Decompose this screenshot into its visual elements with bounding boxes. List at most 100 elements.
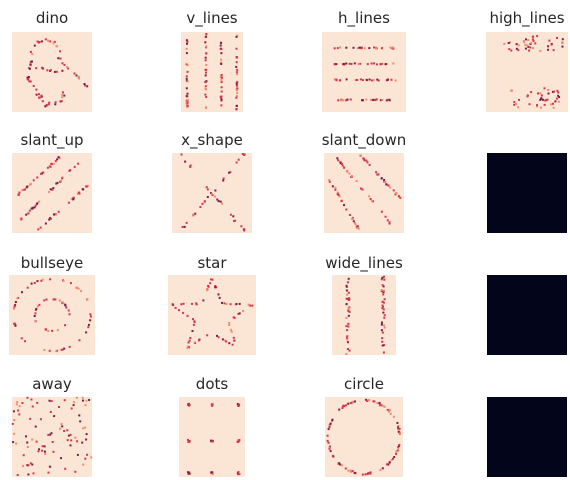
density-cell: [532, 35, 535, 38]
density-cell: [225, 340, 228, 343]
density-cell: [532, 40, 535, 43]
density-cell: [49, 217, 52, 220]
density-cell: [203, 201, 206, 204]
density-cell: [247, 303, 250, 306]
density-cell: [186, 92, 189, 95]
density-cell: [72, 197, 75, 200]
density-cell: [49, 188, 52, 191]
density-cell: [552, 102, 554, 105]
density-cell: [21, 291, 23, 294]
density-cell: [219, 200, 222, 203]
density-cell: [383, 316, 386, 319]
density-cell: [380, 329, 383, 332]
density-cell: [86, 453, 89, 456]
density-cell: [73, 401, 76, 404]
density-cell: [41, 449, 44, 452]
density-cell: [367, 472, 370, 475]
density-cell: [220, 96, 222, 99]
density-cell: [345, 46, 348, 49]
density-cell: [27, 473, 30, 476]
density-cell: [236, 87, 239, 90]
density-cell: [233, 220, 236, 222]
density-cell: [354, 222, 356, 225]
density-cell: [387, 184, 390, 187]
density-cell: [221, 338, 224, 341]
density-cell: [515, 43, 518, 46]
density-cell: [346, 329, 349, 332]
density-cell: [201, 202, 204, 205]
density-cell: [347, 299, 350, 301]
density-cell: [377, 173, 380, 176]
density-cell: [503, 42, 506, 45]
density-cell: [345, 286, 348, 288]
density-cell: [186, 106, 189, 109]
density-cell: [346, 98, 349, 101]
density-cell: [53, 213, 56, 216]
density-cell: [13, 305, 16, 308]
density-cell: [38, 96, 40, 99]
density-cell: [53, 70, 56, 73]
density-cell: [236, 34, 239, 37]
density-cell: [232, 215, 235, 218]
density-cell: [18, 413, 21, 416]
density-cell: [66, 66, 69, 69]
density-cell: [76, 440, 79, 443]
density-cell: [369, 472, 372, 475]
density-cell: [328, 179, 331, 182]
density-cell: [383, 63, 386, 66]
density-cell: [205, 68, 208, 71]
density-cell: [537, 92, 539, 95]
density-cell: [235, 84, 238, 87]
density-cell: [369, 198, 372, 200]
density-cell: [192, 318, 194, 321]
density-cell: [15, 403, 18, 406]
density-cell: [528, 49, 531, 52]
empty-panel: [487, 397, 567, 477]
panel-high_lines: high_lines: [486, 9, 568, 112]
density-cell: [353, 62, 356, 65]
density-cell: [35, 88, 38, 91]
density-cell: [352, 400, 355, 403]
density-cell: [243, 229, 246, 232]
density-cell: [76, 453, 79, 456]
density-cell: [383, 275, 385, 278]
density-cell: [67, 309, 70, 312]
density-cell: [205, 186, 208, 189]
density-cell: [36, 176, 39, 179]
density-cell: [43, 299, 46, 302]
density-cell: [241, 153, 244, 155]
density-cell: [229, 171, 232, 174]
density-cell: [36, 280, 39, 283]
density-cell: [61, 96, 64, 99]
density-cell: [85, 185, 88, 188]
density-cell: [14, 324, 17, 327]
density-cell: [513, 103, 516, 106]
density-cell: [348, 310, 351, 313]
density-cell: [204, 56, 207, 59]
density-cell: [381, 331, 384, 334]
density-cell: [35, 202, 38, 205]
density-cell: [205, 80, 208, 83]
density-cell: [396, 449, 399, 452]
density-cell: [27, 76, 30, 78]
density-cell: [60, 457, 62, 460]
density-cell: [547, 92, 550, 95]
density-cell: [74, 470, 77, 473]
density-cell: [237, 158, 240, 161]
density-cell: [189, 337, 192, 339]
density-cell: [185, 221, 188, 224]
density-cell: [220, 76, 223, 79]
density-cell: [345, 316, 348, 319]
density-cell: [222, 177, 225, 180]
density-cell: [64, 324, 66, 327]
density-cell: [195, 303, 198, 306]
density-cell: [55, 350, 58, 353]
density-cell: [185, 52, 188, 55]
density-cell: [62, 279, 65, 282]
density-cell: [198, 339, 200, 342]
density-cell: [347, 297, 350, 300]
panel-v_lines: v_lines: [181, 9, 243, 112]
density-cell: [372, 99, 375, 101]
density-cell: [237, 471, 240, 473]
